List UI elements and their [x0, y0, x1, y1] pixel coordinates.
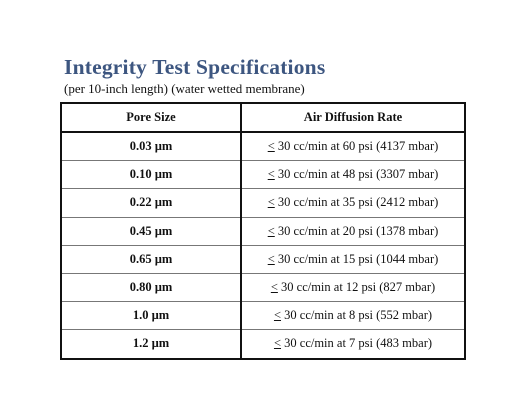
diffusion-rate-cell: < 30 cc/min at 48 psi (3307 mbar) [241, 161, 465, 189]
pore-size-cell: 0.22 µm [61, 188, 242, 218]
pore-size-cell: 1.0 µm [61, 301, 242, 330]
diffusion-rate-cell: < 30 cc/min at 8 psi (552 mbar) [241, 302, 465, 330]
table-row: 1.2 µm < 30 cc/min at 7 psi (483 mbar) [61, 329, 465, 359]
pore-size-cell: 1.2 µm [61, 329, 242, 359]
table-row: 1.0 µm < 30 cc/min at 8 psi (552 mbar) [61, 301, 465, 330]
less-or-equal-symbol: < [267, 195, 275, 210]
spec-table: Pore Size Air Diffusion Rate 0.03 µm < 3… [60, 102, 466, 360]
pore-size-cell: 0.03 µm [61, 132, 242, 161]
diffusion-rate-text: 30 cc/min at 15 psi (1044 mbar) [274, 251, 439, 266]
table-header-row: Pore Size Air Diffusion Rate [61, 103, 465, 132]
table-row: 0.65 µm < 30 cc/min at 15 psi (1044 mbar… [61, 245, 465, 274]
less-or-equal-symbol: < [267, 139, 275, 154]
diffusion-rate-text: 30 cc/min at 12 psi (827 mbar) [277, 280, 436, 295]
diffusion-rate-cell: < 30 cc/min at 15 psi (1044 mbar) [241, 245, 465, 273]
table-row: 0.03 µm < 30 cc/min at 60 psi (4137 mbar… [61, 132, 465, 161]
diffusion-rate-text: 30 cc/min at 60 psi (4137 mbar) [274, 139, 439, 154]
table-row: 0.80 µm < 30 cc/min at 12 psi (827 mbar) [61, 273, 465, 302]
less-or-equal-symbol: < [267, 167, 275, 182]
pore-size-cell: 0.45 µm [61, 217, 242, 246]
diffusion-rate-cell: < 30 cc/min at 7 psi (483 mbar) [241, 330, 465, 359]
diffusion-rate-text: 30 cc/min at 35 psi (2412 mbar) [274, 195, 439, 210]
page-subtitle: (per 10-inch length) (water wetted membr… [64, 81, 305, 96]
pore-size-cell: 0.65 µm [61, 245, 242, 274]
diffusion-rate-text: 30 cc/min at 20 psi (1378 mbar) [274, 223, 439, 238]
less-or-equal-symbol: < [273, 308, 282, 323]
table-row: 0.10 µm < 30 cc/min at 48 psi (3307 mbar… [61, 160, 465, 189]
table-row: 0.45 µm < 30 cc/min at 20 psi (1378 mbar… [61, 217, 465, 246]
pore-size-cell: 0.80 µm [61, 273, 242, 302]
diffusion-rate-cell: < 30 cc/min at 35 psi (2412 mbar) [241, 189, 465, 217]
diffusion-rate-cell: < 30 cc/min at 12 psi (827 mbar) [241, 273, 465, 301]
less-or-equal-symbol: < [273, 336, 282, 351]
less-or-equal-symbol: < [270, 280, 278, 295]
diffusion-rate-text: 30 cc/min at 7 psi (483 mbar) [281, 336, 433, 351]
page-title: Integrity Test Specifications [64, 55, 326, 79]
column-header-air-diffusion-rate: Air Diffusion Rate [303, 110, 403, 124]
diffusion-rate-text: 30 cc/min at 48 psi (3307 mbar) [274, 167, 439, 182]
diffusion-rate-cell: < 30 cc/min at 20 psi (1378 mbar) [241, 217, 465, 245]
less-or-equal-symbol: < [267, 223, 275, 238]
diffusion-rate-cell: < 30 cc/min at 60 psi (4137 mbar) [241, 132, 465, 161]
column-header-pore-size: Pore Size [61, 103, 242, 132]
table-row: 0.22 µm < 30 cc/min at 35 psi (2412 mbar… [61, 188, 465, 218]
pore-size-cell: 0.10 µm [61, 160, 242, 189]
less-or-equal-symbol: < [267, 251, 275, 266]
diffusion-rate-text: 30 cc/min at 8 psi (552 mbar) [281, 308, 433, 323]
